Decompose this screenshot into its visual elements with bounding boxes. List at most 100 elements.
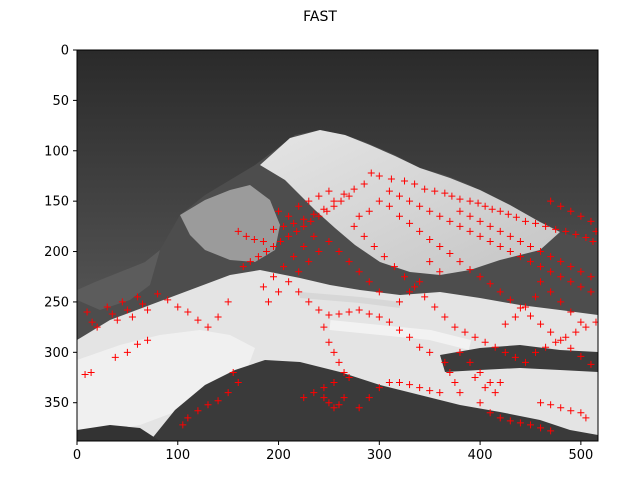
- keypoint-marker: [310, 232, 318, 240]
- keypoint-marker: [587, 273, 595, 281]
- keypoint-marker: [335, 248, 343, 256]
- x-axis: 0 100 200 300 400 500: [73, 441, 593, 463]
- keypoint-marker: [174, 303, 182, 311]
- keypoint-marker: [330, 197, 338, 205]
- keypoint-marker: [471, 333, 479, 341]
- x-tick-label: 0: [73, 448, 81, 463]
- keypoint-marker: [305, 298, 313, 306]
- keypoint-marker: [411, 180, 419, 188]
- keypoint-marker: [501, 320, 509, 328]
- keypoint-marker: [441, 189, 449, 197]
- keypoint-marker: [395, 298, 403, 306]
- keypoint-marker: [285, 278, 293, 286]
- keypoint-marker: [315, 192, 323, 200]
- keypoint-marker: [395, 192, 403, 200]
- keypoint-marker: [139, 300, 147, 308]
- keypoint-marker: [441, 358, 449, 366]
- keypoint-marker: [406, 197, 414, 205]
- y-tick-label: 350: [44, 396, 69, 411]
- keypoint-marker: [547, 328, 555, 336]
- keypoint-marker: [552, 225, 560, 233]
- keypoint-marker: [325, 338, 333, 346]
- keypoint-marker: [441, 313, 449, 321]
- keypoint-marker: [375, 197, 383, 205]
- keypoint-marker: [516, 237, 524, 245]
- keypoint-marker: [295, 288, 303, 296]
- keypoint-marker: [406, 219, 414, 227]
- keypoint-marker: [476, 399, 484, 407]
- keypoint-marker: [486, 237, 494, 245]
- keypoint-marker: [481, 202, 489, 210]
- keypoint-marker: [395, 379, 403, 387]
- keypoint-marker: [285, 232, 293, 240]
- keypoint-marker: [340, 190, 348, 198]
- keypoint-marker: [592, 318, 598, 326]
- keypoint-marker: [123, 348, 131, 356]
- keypoint-marker: [436, 243, 444, 251]
- keypoint-marker: [582, 414, 590, 422]
- y-tick-label: 150: [44, 195, 69, 210]
- keypoint-marker: [93, 323, 101, 331]
- keypoint-marker: [345, 258, 353, 266]
- keypoint-marker: [204, 323, 212, 331]
- keypoint-marker: [416, 384, 424, 392]
- keypoint-marker: [567, 207, 575, 215]
- keypoint-marker: [496, 243, 504, 251]
- keypoint-marker: [476, 232, 484, 240]
- keypoint-marker: [577, 409, 585, 417]
- keypoint-marker: [542, 222, 550, 230]
- keypoint-marker: [345, 192, 353, 200]
- keypoint-marker: [542, 343, 550, 351]
- keypoint-marker: [179, 421, 187, 429]
- keypoint-marker: [557, 258, 565, 266]
- keypoint-marker: [280, 222, 288, 230]
- keypoint-marker: [496, 207, 504, 215]
- keypoint-marker: [113, 316, 121, 324]
- keypoint-marker: [184, 308, 192, 316]
- keypoint-marker: [511, 313, 519, 321]
- keypoint-marker: [375, 288, 383, 296]
- fast-keypoints: [81, 169, 598, 435]
- keypoint-marker: [275, 288, 283, 296]
- keypoint-marker: [300, 243, 308, 251]
- keypoint-marker: [395, 212, 403, 220]
- keypoint-marker: [496, 288, 504, 296]
- keypoint-marker: [315, 306, 323, 314]
- keypoint-marker: [239, 263, 247, 271]
- keypoint-marker: [118, 298, 126, 306]
- keypoint-marker: [340, 394, 348, 402]
- keypoint-marker: [466, 212, 474, 220]
- keypoint-marker: [547, 253, 555, 261]
- keypoint-marker: [259, 283, 267, 291]
- keypoint-marker: [164, 296, 172, 304]
- keypoint-marker: [214, 397, 222, 405]
- keypoint-marker: [521, 303, 529, 311]
- keypoint-marker: [355, 306, 363, 314]
- keypoint-marker: [431, 187, 439, 195]
- keypoint-marker: [466, 197, 474, 205]
- keypoint-marker: [365, 207, 373, 215]
- keypoint-marker: [340, 368, 348, 376]
- keypoint-marker: [250, 235, 258, 243]
- keypoint-marker: [456, 222, 464, 230]
- keypoint-marker: [416, 278, 424, 286]
- keypoint-marker: [582, 233, 590, 241]
- keypoint-marker: [360, 232, 368, 240]
- keypoint-marker: [486, 379, 494, 387]
- keypoint-marker: [567, 344, 575, 352]
- keypoint-marker: [436, 268, 444, 276]
- keypoint-marker: [254, 253, 262, 261]
- keypoint-marker: [572, 328, 580, 336]
- keypoint-marker: [330, 379, 338, 387]
- keypoint-marker: [194, 407, 202, 415]
- keypoint-marker: [144, 306, 152, 314]
- keypoint-marker: [592, 227, 598, 235]
- keypoint-marker: [426, 258, 434, 266]
- keypoint-marker: [456, 258, 464, 266]
- keypoint-marker: [476, 217, 484, 225]
- keypoint-marker: [330, 404, 338, 412]
- keypoint-marker: [367, 169, 375, 177]
- keypoint-marker: [577, 318, 585, 326]
- keypoint-marker: [365, 310, 373, 318]
- keypoint-marker: [385, 379, 393, 387]
